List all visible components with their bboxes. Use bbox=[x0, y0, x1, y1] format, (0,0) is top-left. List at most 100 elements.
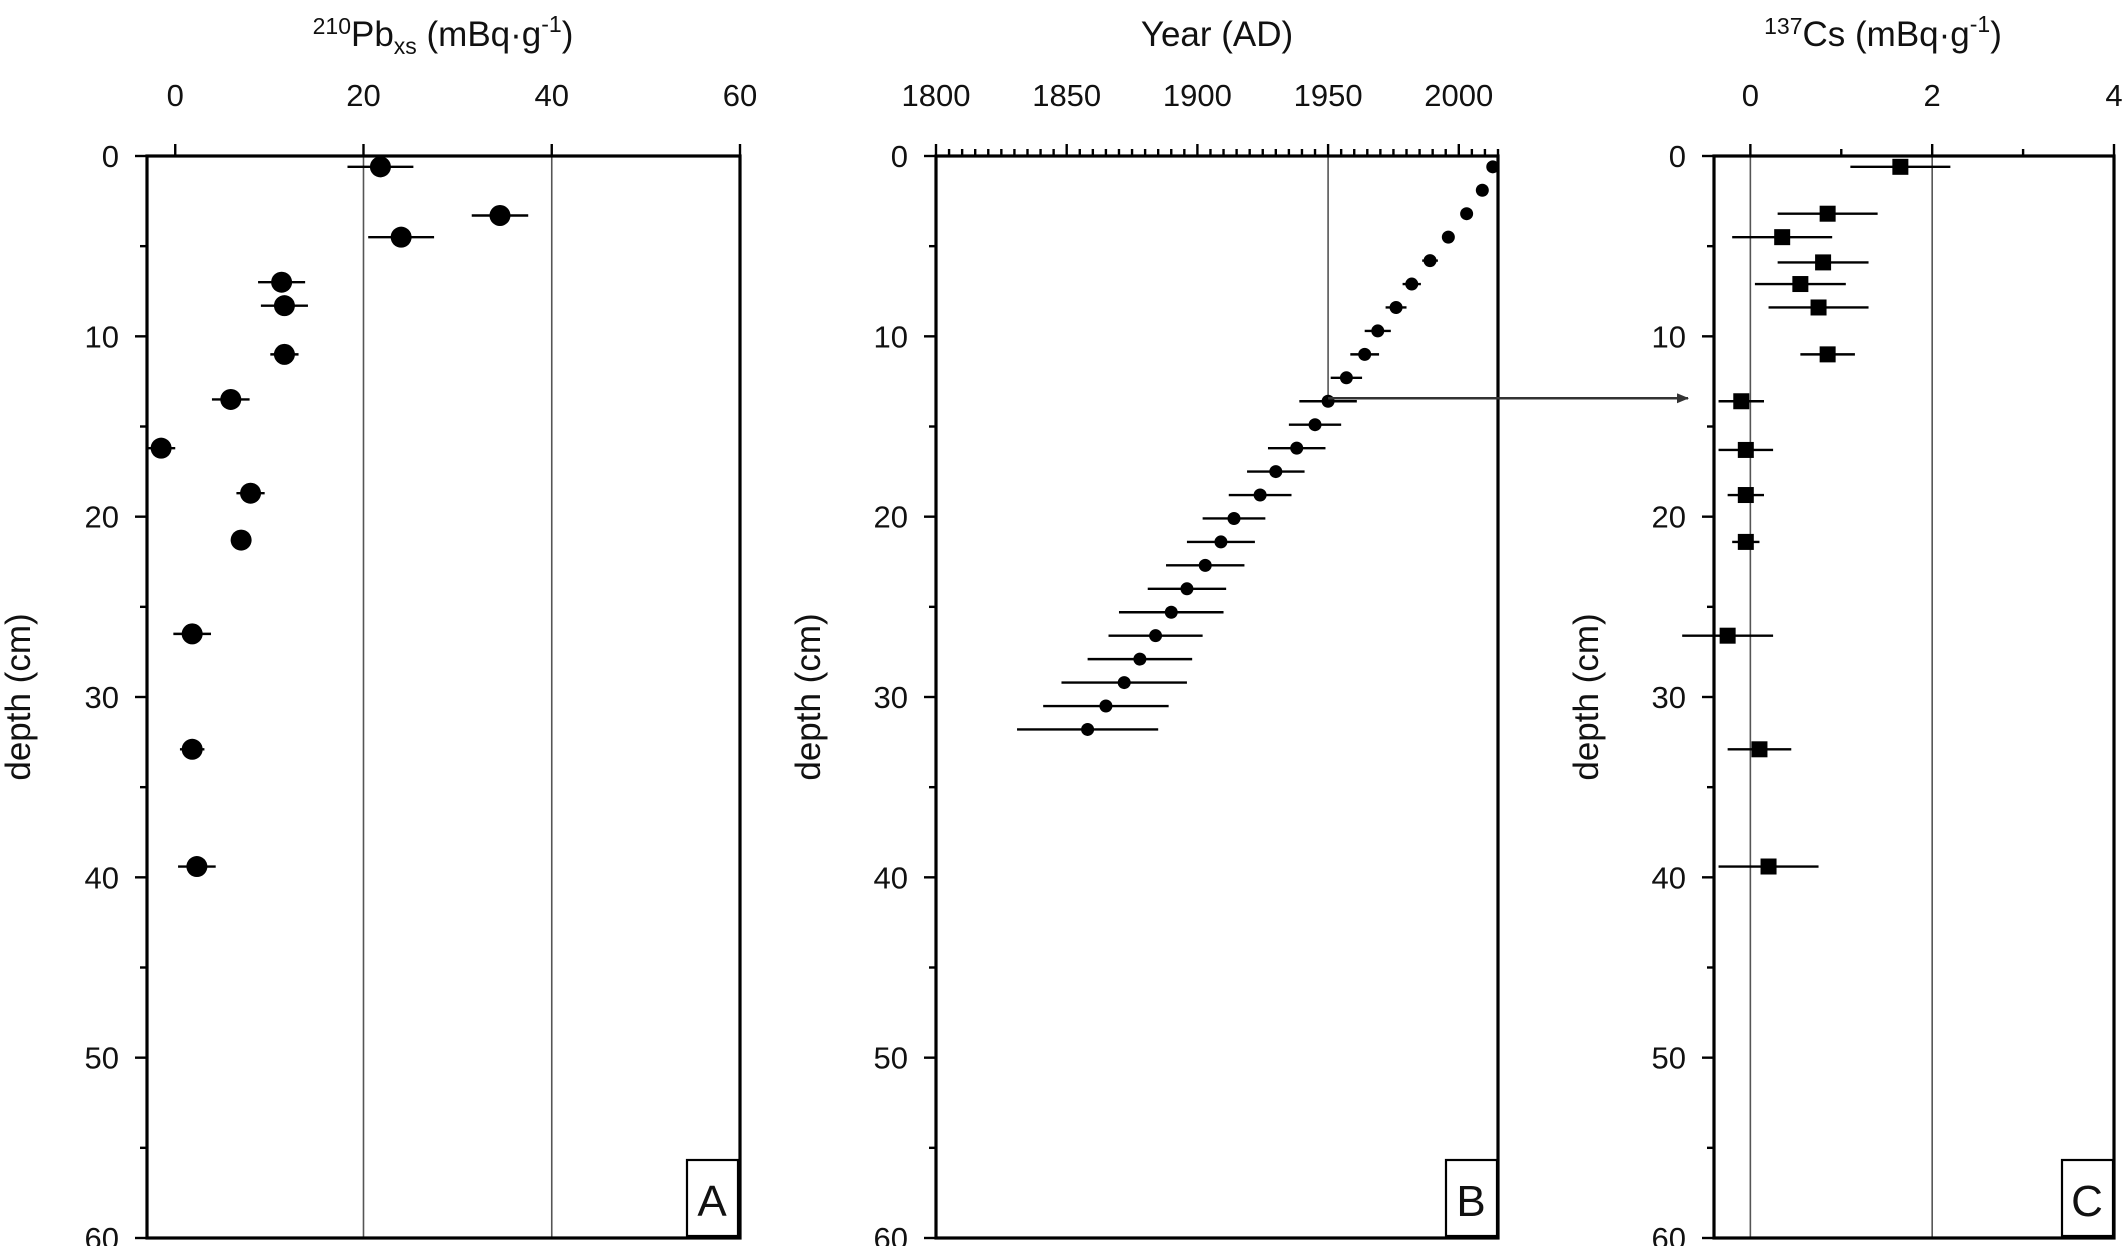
y-tick-label: 10 bbox=[874, 319, 908, 354]
y-tick-label: 30 bbox=[874, 680, 908, 715]
circle-marker bbox=[489, 205, 511, 227]
panel-c-letter-box bbox=[2060, 1158, 2115, 1238]
y-tick-label: 40 bbox=[874, 860, 908, 895]
circle-marker bbox=[1133, 652, 1147, 666]
y-tick-label: 10 bbox=[85, 319, 119, 354]
data-point bbox=[1486, 160, 1500, 174]
circle-marker bbox=[1339, 371, 1353, 385]
data-point bbox=[1460, 207, 1474, 221]
panel-a-letter: A bbox=[697, 1177, 727, 1226]
square-marker bbox=[1760, 858, 1777, 875]
x-tick-label: 0 bbox=[167, 78, 184, 113]
y-tick-label: 10 bbox=[1652, 319, 1686, 354]
circle-marker bbox=[1460, 207, 1474, 221]
panel-a-x-axis-title: 210Pbxs (mBq·g-1) bbox=[313, 11, 574, 59]
circle-marker bbox=[181, 623, 203, 645]
y-tick-label: 0 bbox=[891, 139, 908, 174]
circle-marker bbox=[390, 226, 412, 248]
x-tick-label: 2000 bbox=[1424, 78, 1493, 113]
x-tick-label: 1800 bbox=[902, 78, 971, 113]
circle-marker bbox=[1214, 535, 1228, 549]
panel-c-letter: C bbox=[2071, 1177, 2103, 1226]
circle-marker bbox=[273, 343, 295, 365]
circle-marker bbox=[273, 295, 295, 317]
x-tick-label: 60 bbox=[723, 78, 757, 113]
data-point bbox=[1118, 605, 1224, 619]
circle-marker bbox=[1405, 277, 1419, 291]
data-point bbox=[1727, 487, 1764, 504]
data-point bbox=[1385, 300, 1407, 314]
y-tick-label: 60 bbox=[874, 1221, 908, 1246]
circle-marker bbox=[181, 738, 203, 760]
circle-marker bbox=[1099, 699, 1113, 713]
y-tick-label: 40 bbox=[1652, 860, 1686, 895]
y-tick-label: 40 bbox=[85, 860, 119, 895]
panel-c-x-title-close: ) bbox=[1990, 15, 2002, 54]
panel-b-x-axis-title: Year (AD) bbox=[1141, 15, 1293, 54]
circle-marker bbox=[220, 388, 242, 410]
data-point bbox=[1350, 347, 1380, 361]
data-point bbox=[1147, 582, 1227, 596]
panel-b-ticks: 1800 1850 1900 1950 2000 0 10 20 30 40 50 60 bbox=[874, 78, 1500, 1246]
y-tick-label: 60 bbox=[85, 1221, 119, 1246]
data-point bbox=[1732, 229, 1833, 246]
data-point bbox=[1718, 441, 1774, 458]
y-tick-label: 60 bbox=[1652, 1221, 1686, 1246]
circle-marker bbox=[1227, 511, 1241, 525]
data-point bbox=[1202, 511, 1266, 525]
circle-marker bbox=[1149, 629, 1163, 643]
circle-marker bbox=[1117, 676, 1131, 690]
data-point bbox=[260, 295, 308, 317]
y-tick-label: 30 bbox=[85, 680, 119, 715]
circle-marker bbox=[1321, 394, 1335, 408]
square-marker bbox=[1751, 741, 1768, 758]
data-point bbox=[1267, 441, 1326, 455]
panel-a-x-title-main: Pb bbox=[351, 15, 394, 54]
data-point bbox=[258, 271, 306, 293]
x-tick-label: 40 bbox=[535, 78, 569, 113]
circle-marker bbox=[1423, 254, 1437, 268]
data-point bbox=[347, 156, 414, 178]
panel-b-letter: B bbox=[1456, 1177, 1485, 1226]
data-point bbox=[1186, 535, 1255, 549]
panel-c-x-title-unit-sup: -1 bbox=[1970, 11, 1990, 37]
y-tick-label: 30 bbox=[1652, 680, 1686, 715]
circle-marker bbox=[1475, 183, 1489, 197]
panel-b-frame bbox=[934, 154, 1500, 1240]
square-marker bbox=[1719, 627, 1736, 644]
x-tick-label: 1900 bbox=[1163, 78, 1232, 113]
y-tick-label: 50 bbox=[874, 1041, 908, 1076]
data-point bbox=[1768, 299, 1869, 316]
panel-a-x-title-unit-sup: -1 bbox=[541, 11, 561, 37]
panel-c-data-points bbox=[1682, 158, 1951, 875]
data-point bbox=[1682, 627, 1774, 644]
data-point bbox=[178, 856, 216, 878]
data-point bbox=[173, 623, 212, 645]
panel-b-y-axis-title: depth (cm) bbox=[789, 613, 828, 780]
square-marker bbox=[1792, 276, 1809, 293]
data-point bbox=[211, 388, 250, 410]
y-tick-label: 50 bbox=[85, 1041, 119, 1076]
data-point bbox=[1061, 676, 1187, 690]
square-marker bbox=[1892, 158, 1909, 175]
data-point bbox=[1247, 465, 1305, 479]
y-tick-label: 20 bbox=[874, 500, 908, 535]
circle-marker bbox=[1358, 347, 1372, 361]
circle-marker bbox=[1389, 300, 1403, 314]
square-marker bbox=[1737, 533, 1754, 550]
x-tick-label: 20 bbox=[346, 78, 380, 113]
y-tick-label: 20 bbox=[85, 500, 119, 535]
circle-marker bbox=[1269, 465, 1283, 479]
panel-c-y-axis-title: depth (cm) bbox=[1567, 613, 1606, 780]
data-point bbox=[1754, 276, 1846, 293]
circle-marker bbox=[150, 437, 172, 459]
panel-a-letter-box bbox=[685, 1158, 740, 1238]
circle-marker bbox=[1486, 160, 1500, 174]
data-point bbox=[1800, 346, 1855, 363]
x-tick-label: 4 bbox=[2105, 78, 2122, 113]
panel-a-y-axis-title: depth (cm) bbox=[0, 613, 38, 780]
circle-marker bbox=[1308, 418, 1322, 432]
data-point bbox=[1732, 533, 1760, 550]
